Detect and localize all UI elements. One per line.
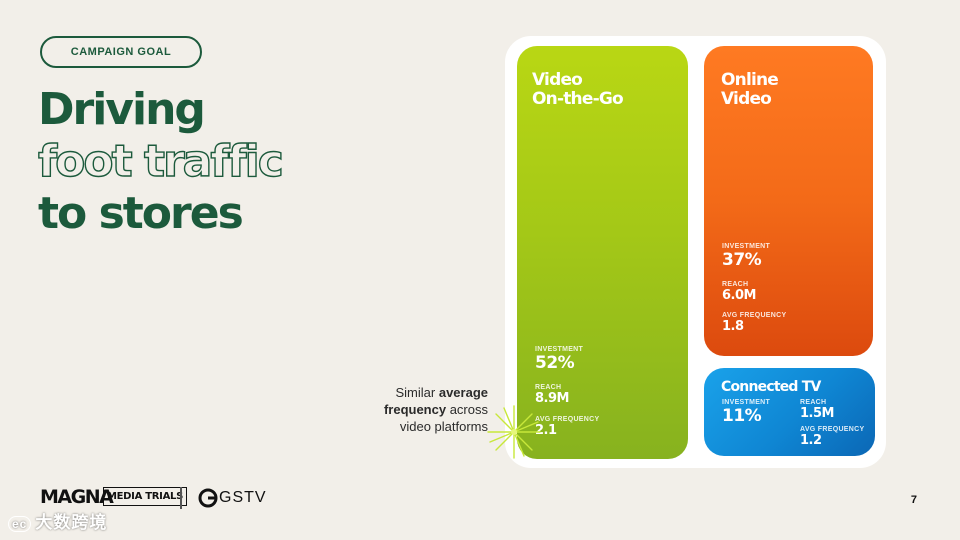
page-headline: Driving foot traffic to stores <box>37 84 284 240</box>
metric-value: 2.1 <box>535 423 557 438</box>
metric-label: INVESTMENT <box>722 243 771 250</box>
frequency-annotation: Similar average frequency across video p… <box>338 384 488 435</box>
annotation-text: video platforms <box>399 419 488 434</box>
investment-metric: INVESTMENT 52% <box>535 346 583 373</box>
metric-label: REACH <box>800 399 827 406</box>
metric-label: REACH <box>722 281 749 288</box>
card-online-video: Online Video INVESTMENT 37% REACH 6.0M A… <box>704 46 873 356</box>
magna-logo: MAGNA <box>40 486 114 508</box>
headline-line-2: foot traffic <box>37 135 284 187</box>
card-title: Video On-the-Go <box>532 70 624 109</box>
headline-line-1: Driving <box>38 84 206 135</box>
metric-value: 52% <box>535 353 575 373</box>
metric-label: INVESTMENT <box>535 346 584 353</box>
card-title: Online Video <box>721 70 779 109</box>
annotation-bold: frequency <box>383 402 447 417</box>
gstv-wordmark: GSTV <box>219 489 267 506</box>
campaign-goal-badge: CAMPAIGN GOAL <box>40 36 202 68</box>
watermark-logo-icon: ec <box>8 516 32 532</box>
footer-divider <box>180 487 182 509</box>
metric-value: 11% <box>722 406 762 426</box>
annotation-text: Similar <box>395 385 439 400</box>
metric-label: INVESTMENT <box>722 399 771 406</box>
card-connected-tv: Connected TV INVESTMENT 11% REACH 1.5M A… <box>704 368 875 456</box>
metric-value: 1.5M <box>800 406 834 421</box>
reach-metric: REACH 8.9M <box>535 384 569 406</box>
metric-label: AVG FREQUENCY <box>535 416 600 423</box>
card-title: Connected TV <box>721 379 821 395</box>
annotation-bold: average <box>438 385 488 400</box>
metric-label: REACH <box>535 384 562 391</box>
reach-metric: REACH 1.5M <box>800 399 834 421</box>
investment-metric: INVESTMENT 11% <box>722 399 770 426</box>
watermark: ec 大数跨境 <box>8 508 107 533</box>
metric-value: 1.2 <box>800 433 822 448</box>
metric-value: 6.0M <box>722 288 756 303</box>
investment-metric: INVESTMENT 37% <box>722 243 770 270</box>
page-number: 7 <box>910 494 917 506</box>
reach-metric: REACH 6.0M <box>722 281 756 303</box>
sparkle-icon <box>487 405 541 459</box>
metric-value: 37% <box>722 250 762 270</box>
metric-label: AVG FREQUENCY <box>800 426 865 433</box>
card-video-on-the-go: Video On-the-Go INVESTMENT 52% REACH 8.9… <box>517 46 688 459</box>
media-trials-logo: MEDIA TRIALS <box>103 487 187 506</box>
metric-value: 1.8 <box>722 319 744 334</box>
metric-label: AVG FREQUENCY <box>722 312 787 319</box>
frequency-metric: AVG FREQUENCY 2.1 <box>535 416 599 438</box>
headline-line-3: to stores <box>38 188 244 239</box>
watermark-text: 大数跨境 <box>35 513 108 532</box>
gstv-mark-icon <box>198 488 218 508</box>
metric-value: 8.9M <box>535 391 569 406</box>
frequency-metric: AVG FREQUENCY 1.8 <box>722 312 786 334</box>
annotation-text: across <box>446 402 488 417</box>
frequency-metric: AVG FREQUENCY 1.2 <box>800 426 864 448</box>
gstv-logo: GSTV <box>198 488 267 508</box>
